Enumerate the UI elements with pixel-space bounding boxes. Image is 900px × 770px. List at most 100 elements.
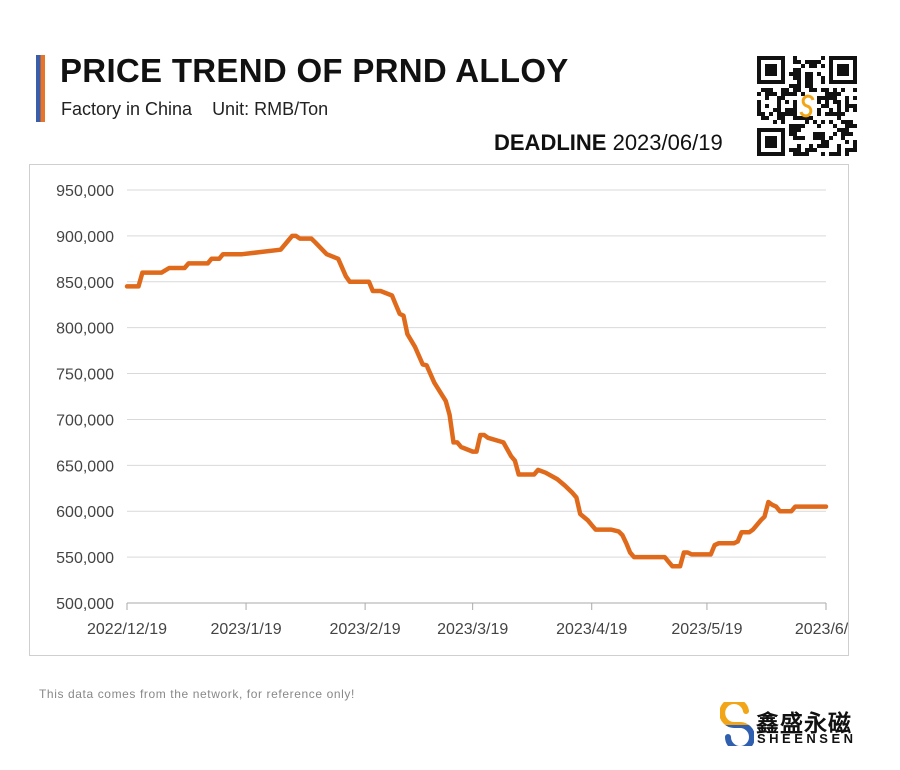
x-tick-label: 2022/12/19 <box>87 621 167 638</box>
qr-module <box>817 136 821 140</box>
qr-module <box>801 136 805 140</box>
qr-module <box>829 92 833 96</box>
x-tick-label: 2023/2/19 <box>330 621 401 638</box>
qr-module <box>777 104 781 108</box>
qr-module <box>757 104 761 108</box>
qr-module <box>809 60 813 64</box>
qr-code-icon[interactable] <box>757 56 857 156</box>
qr-module <box>765 116 769 120</box>
qr-module <box>821 56 825 60</box>
qr-module <box>765 96 769 100</box>
qr-module <box>837 112 841 116</box>
qr-module <box>813 120 817 124</box>
qr-module <box>813 88 817 92</box>
qr-finder-inner <box>765 64 777 76</box>
qr-module <box>825 92 829 96</box>
qr-module <box>849 124 853 128</box>
qr-module <box>809 80 813 84</box>
qr-module <box>829 120 833 124</box>
qr-module <box>777 108 781 112</box>
subtitle-unit: Unit: RMB/Ton <box>212 99 329 119</box>
y-tick-label: 900,000 <box>56 229 114 246</box>
qr-module <box>837 116 841 120</box>
qr-module <box>829 136 833 140</box>
qr-module <box>777 116 781 120</box>
qr-module <box>793 72 797 76</box>
qr-module <box>809 76 813 80</box>
qr-module <box>841 88 845 92</box>
qr-module <box>845 124 849 128</box>
qr-module <box>769 112 773 116</box>
qr-module <box>793 76 797 80</box>
qr-module <box>829 112 833 116</box>
qr-module <box>833 132 837 136</box>
qr-module <box>817 72 821 76</box>
qr-module <box>757 92 761 96</box>
qr-module <box>825 96 829 100</box>
qr-module <box>821 96 825 100</box>
qr-module <box>797 68 801 72</box>
qr-module <box>837 152 841 156</box>
y-tick-label: 550,000 <box>56 550 114 567</box>
qr-module <box>789 124 793 128</box>
qr-module <box>821 120 825 124</box>
qr-module <box>797 136 801 140</box>
qr-module <box>797 116 801 120</box>
qr-module <box>837 144 841 148</box>
qr-module <box>845 104 849 108</box>
x-tick-label: 2023/1/19 <box>210 621 281 638</box>
qr-module <box>757 112 761 116</box>
chart-subtitle: Factory in China Unit: RMB/Ton <box>61 99 328 120</box>
qr-module <box>853 104 857 108</box>
qr-module <box>853 148 857 152</box>
qr-module <box>817 112 821 116</box>
qr-module <box>785 88 789 92</box>
qr-module <box>797 80 801 84</box>
qr-module <box>845 96 849 100</box>
qr-module <box>781 116 785 120</box>
qr-module <box>805 60 809 64</box>
qr-module <box>813 60 817 64</box>
qr-module <box>817 132 821 136</box>
qr-module <box>853 108 857 112</box>
qr-module <box>821 104 825 108</box>
qr-module <box>793 68 797 72</box>
y-tick-label: 800,000 <box>56 321 114 338</box>
qr-module <box>789 128 793 132</box>
qr-module <box>833 124 837 128</box>
qr-center-logo <box>799 94 815 118</box>
qr-module <box>841 120 845 124</box>
qr-module <box>821 144 825 148</box>
qr-module <box>821 132 825 136</box>
qr-module <box>789 148 793 152</box>
qr-module <box>765 92 769 96</box>
qr-module <box>833 112 837 116</box>
qr-module <box>833 152 837 156</box>
qr-module <box>821 80 825 84</box>
qr-module <box>805 152 809 156</box>
deadline-date: 2023/06/19 <box>612 130 723 155</box>
qr-module <box>833 88 837 92</box>
qr-module <box>813 64 817 68</box>
chart-title: PRICE TREND OF PRND ALLOY <box>60 52 569 89</box>
qr-module <box>789 84 793 88</box>
qr-module <box>789 108 793 112</box>
deadline-text: DEADLINE 2023/06/19 <box>494 130 723 156</box>
qr-module <box>773 108 777 112</box>
qr-module <box>825 100 829 104</box>
qr-module <box>845 140 849 144</box>
qr-module <box>837 104 841 108</box>
qr-module <box>773 120 777 124</box>
qr-module <box>797 128 801 132</box>
qr-module <box>781 120 785 124</box>
qr-module <box>821 76 825 80</box>
qr-module <box>845 108 849 112</box>
qr-module <box>809 72 813 76</box>
qr-module <box>849 148 853 152</box>
qr-module <box>805 76 809 80</box>
qr-module <box>793 112 797 116</box>
qr-module <box>825 144 829 148</box>
qr-module <box>793 60 797 64</box>
qr-module <box>797 60 801 64</box>
qr-module <box>769 88 773 92</box>
